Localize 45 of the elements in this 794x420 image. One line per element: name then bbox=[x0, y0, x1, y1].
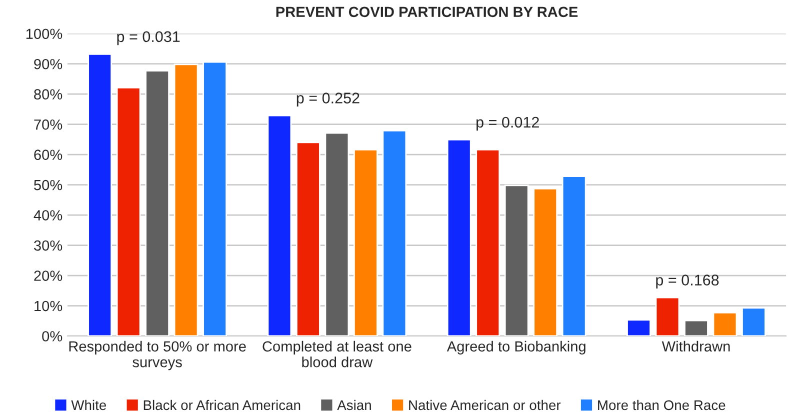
bar bbox=[504, 184, 529, 336]
legend-label: More than One Race bbox=[598, 400, 726, 410]
annotation: p = 0.168 bbox=[656, 274, 719, 289]
chart-title: PREVENT COVID PARTICIPATION BY RACE bbox=[276, 6, 578, 18]
y-tick-label: 0% bbox=[42, 331, 62, 342]
bar bbox=[742, 307, 766, 336]
bar bbox=[296, 142, 320, 336]
y-tick-label: 60% bbox=[34, 150, 62, 160]
bar bbox=[626, 319, 651, 336]
bar bbox=[145, 70, 170, 336]
bar bbox=[562, 176, 586, 336]
x-tick-label: Responded to 50% or more surveys bbox=[69, 340, 246, 370]
bar bbox=[354, 149, 378, 336]
bar bbox=[655, 296, 680, 336]
x-tick-label: Completed at least one blood draw bbox=[262, 340, 412, 368]
y-tick-label: 70% bbox=[34, 119, 62, 130]
y-tick-label: 30% bbox=[34, 240, 62, 251]
annotation: p = 0.031 bbox=[117, 31, 180, 46]
bar bbox=[533, 188, 558, 336]
x-tick-label: Agreed to Biobanking bbox=[446, 340, 586, 354]
bar bbox=[202, 61, 227, 336]
legend-label: Native American or other bbox=[409, 400, 561, 410]
y-tick-label: 20% bbox=[34, 270, 62, 281]
annotation: p = 0.012 bbox=[476, 116, 539, 131]
y-tick-label: 100% bbox=[26, 28, 62, 40]
annotation: p = 0.252 bbox=[296, 92, 360, 106]
y-tick-label: 50% bbox=[34, 180, 62, 190]
bar bbox=[684, 320, 708, 336]
bar bbox=[116, 87, 141, 336]
bar bbox=[382, 130, 407, 336]
bar bbox=[446, 139, 472, 336]
bar bbox=[712, 312, 738, 336]
y-tick-label: 10% bbox=[34, 300, 62, 312]
bar bbox=[88, 53, 112, 336]
y-tick-label: 90% bbox=[34, 58, 62, 70]
bar bbox=[324, 132, 350, 336]
bar bbox=[267, 114, 292, 336]
legend-label: Black or African American bbox=[144, 400, 300, 410]
legend-label: White bbox=[71, 400, 106, 410]
x-tick-label: Withdrawn bbox=[662, 340, 730, 352]
legend-label: Asian bbox=[337, 400, 371, 410]
y-tick-label: 80% bbox=[34, 89, 62, 100]
y-tick-label: 40% bbox=[34, 210, 62, 220]
bar bbox=[174, 64, 198, 336]
bar bbox=[476, 149, 500, 336]
